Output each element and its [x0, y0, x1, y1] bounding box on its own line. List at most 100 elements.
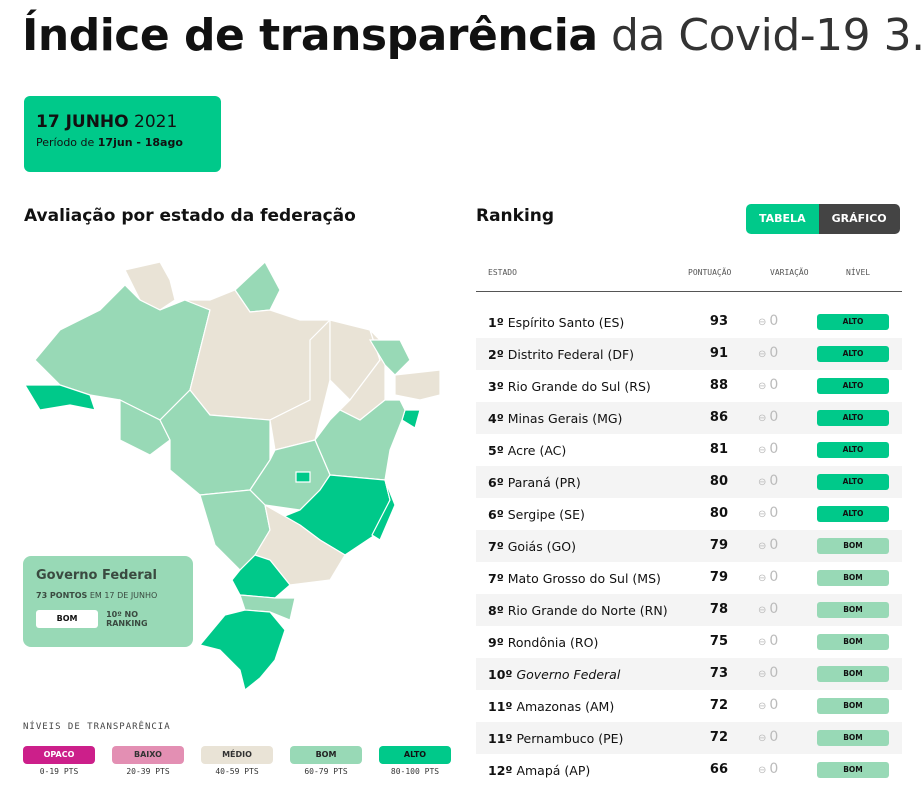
row-level-badge: ALTO — [817, 378, 889, 394]
neutral-circle-icon: ⊖ — [758, 573, 767, 584]
row-state: 11º Pernambuco (PE) — [488, 731, 624, 746]
row-state: 2º Distrito Federal (DF) — [488, 347, 635, 362]
legend-range: 80-100 PTS — [390, 767, 440, 776]
legend-item: ALTO 80-100 PTS — [379, 746, 451, 776]
row-state: 7º Goiás (GO) — [488, 539, 576, 554]
row-state: 12º Amapá (AP) — [488, 763, 591, 778]
neutral-circle-icon: ⊖ — [758, 381, 767, 392]
table-row[interactable]: 7º Mato Grosso do Sul (MS) 79 ⊖ 0 BOM — [476, 562, 902, 594]
row-score: 72 — [709, 698, 728, 713]
row-level-badge: ALTO — [817, 506, 889, 522]
row-variation: ⊖ 0 — [758, 441, 779, 457]
row-score: 80 — [709, 474, 728, 489]
table-row[interactable]: 8º Rio Grande do Norte (RN) 78 ⊖ 0 BOM — [476, 594, 902, 626]
row-variation: ⊖ 0 — [758, 345, 779, 361]
table-row[interactable]: 10º Governo Federal 73 ⊖ 0 BOM — [476, 658, 902, 690]
legend-item: BOM 60-79 PTS — [290, 746, 362, 776]
header-state: ESTADO — [488, 268, 517, 277]
state-ne — [394, 369, 441, 401]
row-state: 5º Acre (AC) — [488, 443, 567, 458]
neutral-circle-icon: ⊖ — [758, 765, 767, 776]
row-level-badge: BOM — [817, 698, 889, 714]
date-box: 17 JUNHO 2021 Período de 17jun - 18ago — [24, 96, 221, 172]
table-row[interactable]: 6º Paraná (PR) 80 ⊖ 0 ALTO — [476, 466, 902, 498]
table-row[interactable]: 11º Pernambuco (PE) 72 ⊖ 0 BOM — [476, 722, 902, 754]
row-variation: ⊖ 0 — [758, 697, 779, 713]
gov-card-level-badge: BOM — [36, 610, 99, 628]
row-level-badge: ALTO — [817, 314, 889, 330]
row-level-badge: BOM — [817, 730, 889, 746]
row-state: 3º Rio Grande do Sul (RS) — [488, 379, 651, 394]
row-score: 93 — [709, 314, 728, 329]
table-row[interactable]: 6º Sergipe (SE) 80 ⊖ 0 ALTO — [476, 498, 902, 530]
state-sp — [254, 503, 346, 586]
row-level-badge: BOM — [817, 762, 889, 778]
table-row[interactable]: 2º Distrito Federal (DF) 91 ⊖ 0 ALTO — [476, 338, 902, 370]
ranking-title: Ranking — [476, 206, 555, 226]
row-level-badge: ALTO — [817, 442, 889, 458]
row-score: 73 — [709, 666, 728, 681]
row-variation: ⊖ 0 — [758, 601, 779, 617]
table-row[interactable]: 9º Rondônia (RO) 75 ⊖ 0 BOM — [476, 626, 902, 658]
tab-grafico[interactable]: GRÁFICO — [818, 204, 900, 234]
row-state: 6º Paraná (PR) — [488, 475, 581, 490]
neutral-circle-icon: ⊖ — [758, 445, 767, 456]
state-ce — [368, 339, 411, 376]
ranking-table: 1º Espírito Santo (ES) 93 ⊖ 0 ALTO 2º Dist… — [476, 306, 902, 786]
state-ro — [119, 399, 171, 456]
row-state: 7º Mato Grosso do Sul (MS) — [488, 571, 661, 586]
row-level-badge: ALTO — [817, 474, 889, 490]
row-state: 6º Sergipe (SE) — [488, 507, 585, 522]
row-variation: ⊖ 0 — [758, 761, 779, 777]
state-rs — [198, 609, 286, 692]
brazil-map — [23, 261, 441, 692]
date-day: 17 JUNHO — [36, 112, 129, 132]
row-score: 91 — [709, 346, 728, 361]
row-variation: ⊖ 0 — [758, 665, 779, 681]
table-row[interactable]: 12º Amapá (AP) 66 ⊖ 0 BOM — [476, 754, 902, 786]
row-score: 81 — [709, 442, 728, 457]
table-header: ESTADO PONTUAÇÃO VARIAÇÃO NÍVEL — [476, 262, 902, 292]
table-row[interactable]: 11º Amazonas (AM) 72 ⊖ 0 BOM — [476, 690, 902, 722]
row-score: 79 — [709, 538, 728, 553]
state-ba — [314, 399, 406, 481]
legend-badge: MÉDIO — [201, 746, 273, 764]
row-score: 79 — [709, 570, 728, 585]
date-year: 2021 — [134, 112, 178, 132]
row-score: 78 — [709, 602, 728, 617]
state-es — [371, 479, 396, 541]
row-score: 88 — [709, 378, 728, 393]
neutral-circle-icon: ⊖ — [758, 605, 767, 616]
neutral-circle-icon: ⊖ — [758, 413, 767, 424]
row-state: 11º Amazonas (AM) — [488, 699, 615, 714]
row-level-badge: BOM — [817, 570, 889, 586]
legend-range: 20-39 PTS — [126, 767, 170, 776]
row-state: 8º Rio Grande do Norte (RN) — [488, 603, 668, 618]
row-variation: ⊖ 0 — [758, 633, 779, 649]
state-ac — [23, 384, 96, 411]
row-variation: ⊖ 0 — [758, 505, 779, 521]
header-level: NÍVEL — [846, 268, 871, 277]
row-score: 75 — [709, 634, 728, 649]
row-state: 1º Espírito Santo (ES) — [488, 315, 625, 330]
row-state: 4º Minas Gerais (MG) — [488, 411, 623, 426]
neutral-circle-icon: ⊖ — [758, 637, 767, 648]
gov-federal-card: Governo Federal 73 PONTOS EM 17 DE JUNHO… — [23, 556, 193, 647]
legend-range: 60-79 PTS — [304, 767, 348, 776]
table-row[interactable]: 1º Espírito Santo (ES) 93 ⊖ 0 ALTO — [476, 306, 902, 338]
table-row[interactable]: 7º Goiás (GO) 79 ⊖ 0 BOM — [476, 530, 902, 562]
legend-badge: ALTO — [379, 746, 451, 764]
row-level-badge: BOM — [817, 666, 889, 682]
table-row[interactable]: 4º Minas Gerais (MG) 86 ⊖ 0 ALTO — [476, 402, 902, 434]
row-variation: ⊖ 0 — [758, 537, 779, 553]
row-level-badge: ALTO — [817, 346, 889, 362]
table-row[interactable]: 3º Rio Grande do Sul (RS) 88 ⊖ 0 ALTO — [476, 370, 902, 402]
table-row[interactable]: 5º Acre (AC) 81 ⊖ 0 ALTO — [476, 434, 902, 466]
neutral-circle-icon: ⊖ — [758, 477, 767, 488]
row-variation: ⊖ 0 — [758, 377, 779, 393]
page-title: Índice de transparência da Covid-19 3.0 — [22, 10, 922, 61]
header-score: PONTUAÇÃO — [688, 268, 732, 277]
row-variation: ⊖ 0 — [758, 569, 779, 585]
tab-tabela[interactable]: TABELA — [746, 204, 819, 234]
row-level-badge: BOM — [817, 538, 889, 554]
